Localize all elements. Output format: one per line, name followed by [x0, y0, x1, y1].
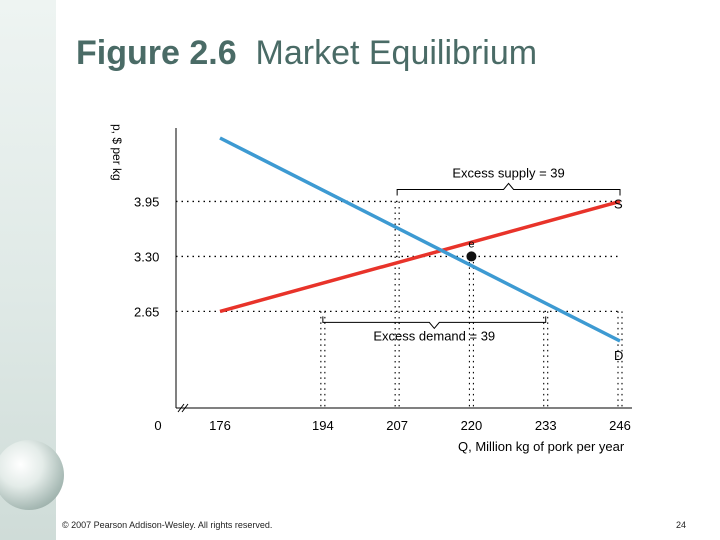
annotation-bracket-0	[396, 182, 621, 196]
slide-number: 24	[676, 520, 687, 530]
annotation-bracket-1	[322, 316, 547, 330]
y-axis-label: p, $ per kg	[110, 124, 124, 181]
series-label-s: S	[614, 196, 623, 211]
x-tick-label-5: 233	[535, 418, 557, 433]
x-tick-label-1: 176	[209, 418, 231, 433]
x-tick-label-0: 0	[154, 418, 161, 433]
figure-number: Figure 2.6	[76, 34, 237, 72]
figure-title: Market Equilibrium	[255, 34, 538, 72]
series-line-s	[219, 199, 621, 314]
x-tick-label-4: 220	[461, 418, 483, 433]
x-axis-break-mark	[177, 403, 189, 413]
equilibrium-point	[466, 251, 477, 262]
x-tick-label-2: 194	[312, 418, 334, 433]
y-tick-label-1: 3.30	[134, 249, 159, 264]
y-tick-label-2: 2.65	[134, 304, 159, 319]
x-tick-label-6: 246	[609, 418, 631, 433]
x-axis-label: Q, Million kg of pork per year	[458, 439, 625, 454]
y-tick-label-0: 3.95	[134, 194, 159, 209]
series-label-d: D	[614, 348, 623, 363]
series-line-d	[219, 136, 621, 343]
page-title: Figure 2.6 Market Equilibrium	[76, 34, 537, 73]
copyright-notice: © 2007 Pearson Addison-Wesley. All right…	[62, 520, 273, 530]
annotation-label-0: Excess supply = 39	[452, 165, 564, 180]
equilibrium-label: e	[468, 238, 474, 250]
x-tick-label-3: 207	[386, 418, 408, 433]
decorative-bubble	[0, 440, 64, 510]
annotation-label-1: Excess demand = 39	[373, 328, 495, 343]
